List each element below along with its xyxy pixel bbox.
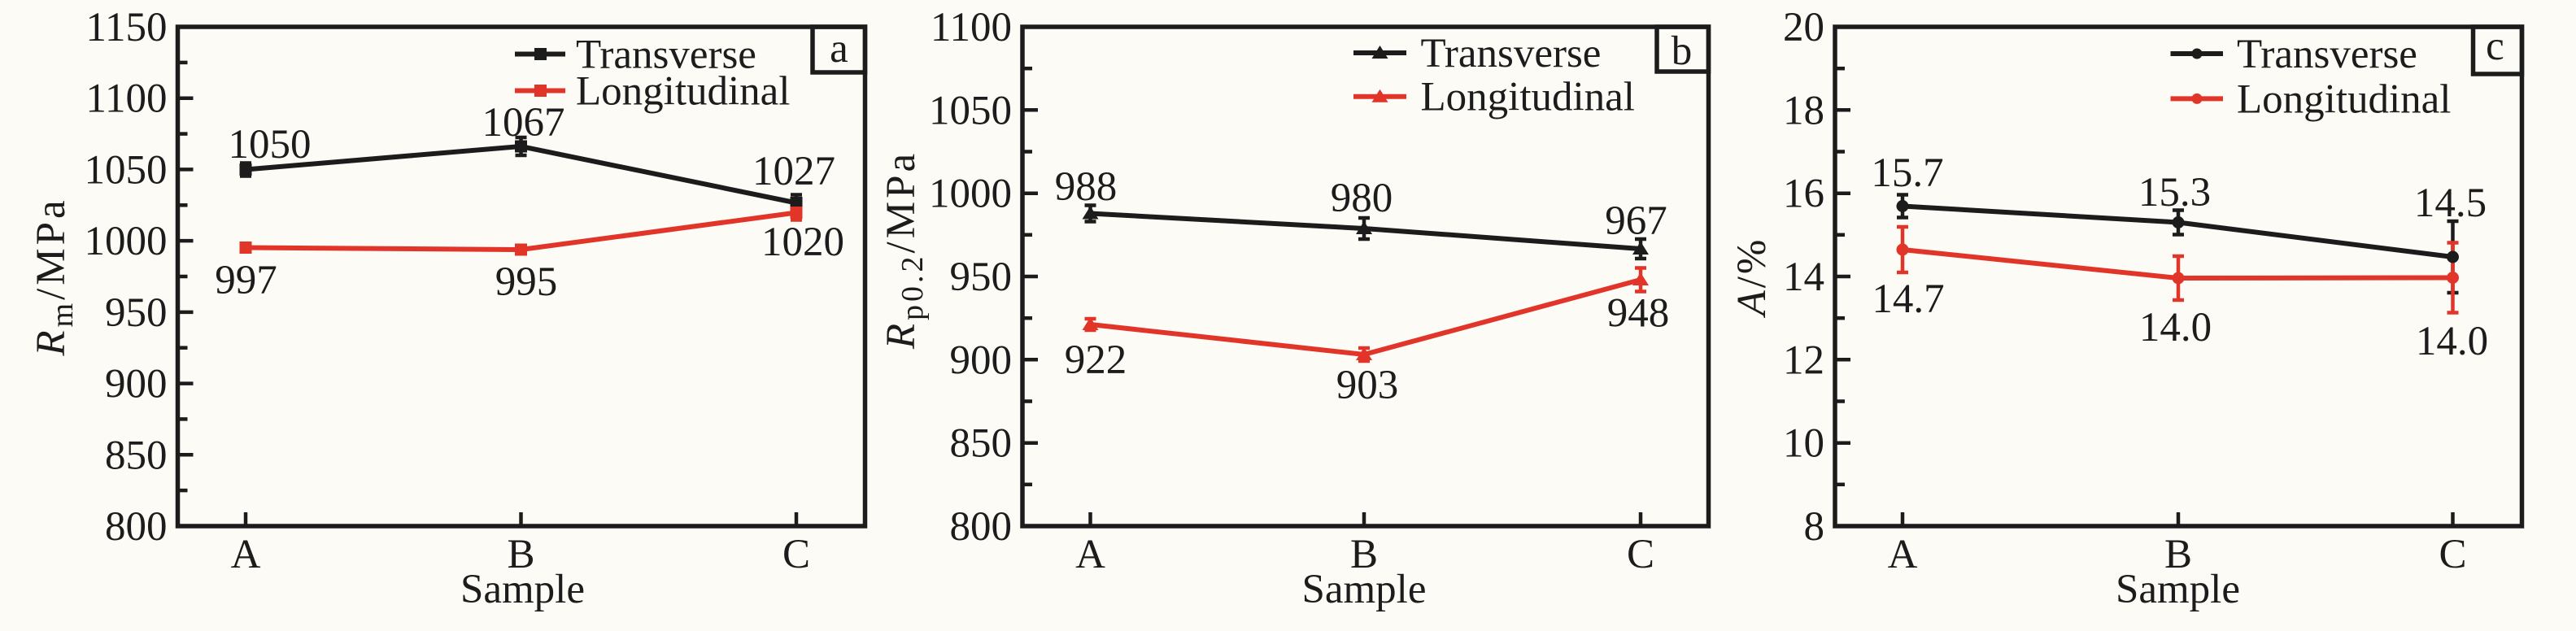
svg-text:922: 922 <box>1065 337 1127 383</box>
svg-text:950: 950 <box>105 290 168 336</box>
svg-text:1050: 1050 <box>229 122 312 168</box>
svg-text:A: A <box>1075 532 1105 577</box>
svg-text:900: 900 <box>950 337 1013 383</box>
svg-text:850: 850 <box>105 433 168 478</box>
svg-text:15.7: 15.7 <box>1871 150 1943 196</box>
svg-text:800: 800 <box>105 504 168 550</box>
svg-text:B: B <box>2164 532 2192 577</box>
svg-text:967: 967 <box>1605 198 1667 244</box>
svg-text:1100: 1100 <box>931 5 1012 50</box>
svg-text:903: 903 <box>1336 363 1399 408</box>
svg-text:Rm/MPa: Rm/MPa <box>28 197 80 356</box>
svg-text:Sample: Sample <box>1302 567 1427 612</box>
svg-text:10: 10 <box>1783 421 1824 467</box>
svg-text:1050: 1050 <box>929 88 1012 133</box>
svg-text:1050: 1050 <box>85 147 168 193</box>
svg-text:980: 980 <box>1331 176 1393 221</box>
svg-text:Transverse: Transverse <box>2237 32 2417 77</box>
svg-text:18: 18 <box>1783 88 1824 133</box>
svg-text:988: 988 <box>1055 164 1118 210</box>
svg-text:A: A <box>1888 532 1918 577</box>
svg-text:950: 950 <box>950 255 1013 300</box>
svg-text:997: 997 <box>215 258 277 303</box>
svg-text:a: a <box>830 26 848 72</box>
svg-text:1067: 1067 <box>482 100 565 146</box>
svg-text:948: 948 <box>1607 291 1670 337</box>
svg-text:C: C <box>782 532 810 577</box>
svg-text:Transverse: Transverse <box>1421 31 1602 76</box>
svg-text:1020: 1020 <box>761 220 844 265</box>
svg-text:Transverse: Transverse <box>576 33 756 78</box>
svg-text:14: 14 <box>1783 255 1824 300</box>
svg-text:Rp0.2/MPa: Rp0.2/MPa <box>878 150 930 350</box>
svg-text:850: 850 <box>950 421 1013 467</box>
svg-text:800: 800 <box>950 504 1013 550</box>
svg-text:14.5: 14.5 <box>2414 181 2487 226</box>
svg-text:14.7: 14.7 <box>1872 276 1944 322</box>
svg-text:14.0: 14.0 <box>2416 319 2488 364</box>
svg-text:Longitudinal: Longitudinal <box>1421 75 1635 120</box>
svg-text:Sample: Sample <box>2116 567 2240 612</box>
svg-text:15.3: 15.3 <box>2138 170 2211 215</box>
svg-text:Longitudinal: Longitudinal <box>576 69 790 115</box>
svg-text:8: 8 <box>1804 504 1825 550</box>
svg-text:C: C <box>2439 532 2466 577</box>
svg-text:1027: 1027 <box>752 149 835 194</box>
svg-text:1000: 1000 <box>929 172 1012 217</box>
svg-text:Longitudinal: Longitudinal <box>2237 76 2451 122</box>
svg-text:A/%: A/% <box>1729 237 1775 319</box>
svg-text:20: 20 <box>1783 5 1824 50</box>
svg-text:c: c <box>2486 24 2504 69</box>
svg-text:12: 12 <box>1783 337 1824 383</box>
svg-text:Sample: Sample <box>460 567 585 612</box>
svg-text:900: 900 <box>105 362 168 407</box>
svg-text:1100: 1100 <box>85 76 167 122</box>
svg-text:16: 16 <box>1783 172 1824 217</box>
svg-text:995: 995 <box>495 259 558 305</box>
svg-text:A: A <box>231 532 261 577</box>
svg-text:B: B <box>1350 532 1378 577</box>
svg-text:1000: 1000 <box>85 219 168 264</box>
svg-text:b: b <box>1672 28 1693 74</box>
svg-text:B: B <box>507 532 534 577</box>
svg-text:1150: 1150 <box>85 5 167 50</box>
svg-text:14.0: 14.0 <box>2139 305 2212 350</box>
svg-text:C: C <box>1627 532 1654 577</box>
